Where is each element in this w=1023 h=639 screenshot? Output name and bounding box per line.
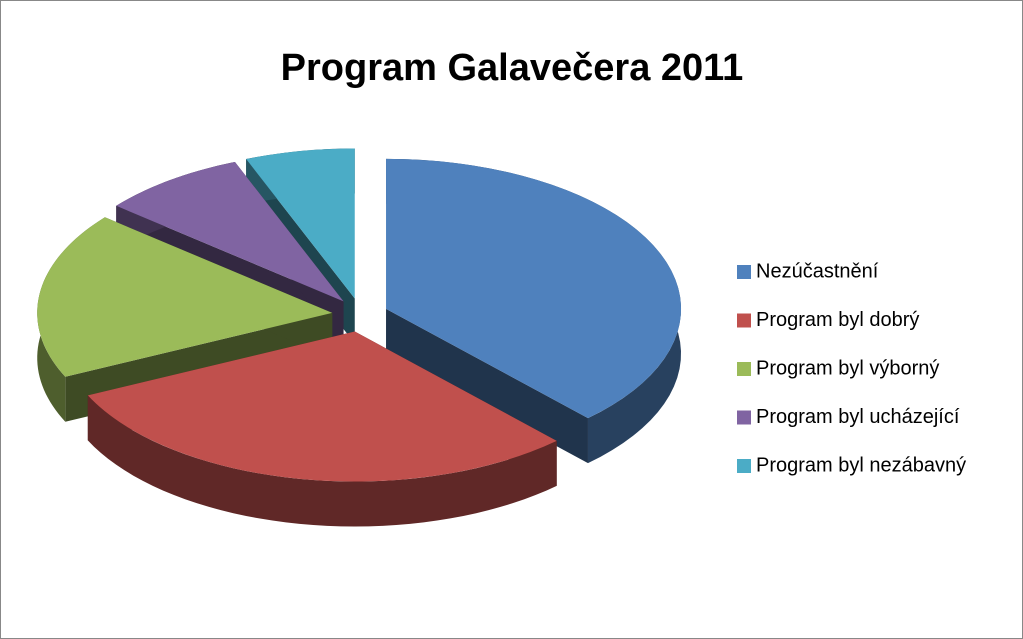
legend-swatch — [737, 313, 751, 328]
legend-swatch — [737, 459, 751, 473]
legend-label: Program byl výborný — [756, 357, 939, 379]
pie-slice — [246, 148, 355, 299]
pie-slice — [386, 158, 682, 419]
slice-side — [386, 308, 588, 464]
legend-swatch — [737, 410, 751, 425]
pie-slice — [37, 217, 333, 377]
legend-label: Nezúčastnění — [756, 260, 879, 282]
pie-slice — [87, 331, 557, 482]
pie-slice — [116, 161, 344, 302]
slice-wall — [87, 395, 557, 527]
legend-label: Program byl nezábavný — [756, 454, 966, 476]
chart-title: Program Galavečera 2011 — [281, 47, 744, 89]
legend-swatch — [737, 362, 751, 376]
legend-swatch — [737, 265, 751, 279]
legend-label: Program byl dobrý — [756, 309, 919, 331]
legend-label: Program byl ucházející — [756, 406, 960, 428]
